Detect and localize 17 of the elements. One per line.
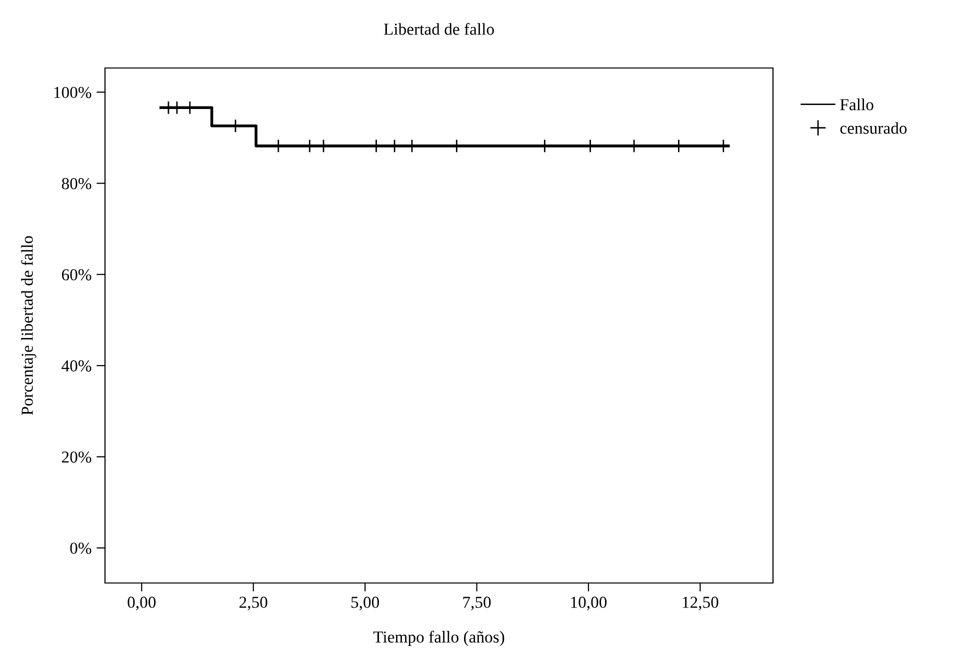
y-tick-label: 40% [62,360,92,372]
y-tick-label: 0% [70,542,92,554]
x-tick-label: 0,00 [128,596,156,610]
legend-label: Fallo [840,98,874,110]
y-tick-label: 100% [54,86,92,98]
chart-title: Libertad de fallo [384,22,494,35]
x-tick-label: 2,50 [239,596,268,610]
x-tick-label: 10,00 [571,596,607,610]
y-axis-title: Porcentaje libertad de fallo [20,236,36,416]
y-tick-label: 20% [62,451,92,463]
y-tick-label: 80% [62,178,92,190]
x-tick-label: 5,00 [351,596,379,610]
legend-label: censurado [840,122,907,134]
y-tick-label: 60% [62,269,92,280]
x-tick-label: 12,50 [682,596,718,610]
x-tick-label: 7,50 [463,596,491,610]
x-axis-title: Tiempo fallo (años) [373,630,504,646]
